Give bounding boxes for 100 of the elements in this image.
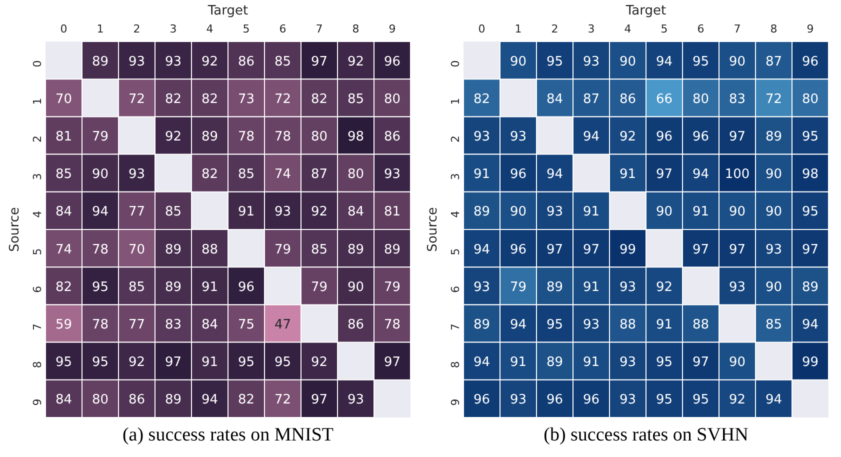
data-label: 85: [238, 167, 255, 182]
data-label: 80: [692, 92, 710, 107]
data-label: 90: [728, 54, 746, 70]
data-label: 79: [92, 130, 109, 144]
y-tick-label: 6: [31, 286, 44, 293]
data-label: 86: [128, 392, 146, 408]
data-label: 95: [802, 130, 819, 144]
data-label: 84: [55, 392, 72, 408]
data-label: 89: [546, 280, 564, 295]
data-label: 93: [765, 242, 782, 258]
data-label: 93: [128, 54, 146, 70]
data-label: 90: [347, 280, 364, 295]
data-label: 85: [128, 280, 146, 295]
data-label: 89: [164, 280, 182, 295]
x-tick-label: 4: [624, 22, 632, 36]
data-label: 93: [384, 167, 401, 182]
data-label: 93: [582, 54, 600, 70]
data-label: 78: [238, 130, 255, 144]
x-tick-label: 1: [514, 22, 522, 36]
data-label: 90: [765, 204, 782, 220]
data-label: 94: [473, 242, 490, 258]
x-tick-label: 9: [388, 22, 396, 36]
y-tick-label: 4: [449, 210, 462, 218]
data-label: 100: [724, 167, 750, 182]
data-label: 92: [310, 355, 328, 370]
data-label: 88: [201, 242, 218, 258]
data-label: 80: [384, 92, 401, 107]
data-label: 92: [128, 355, 146, 370]
data-label: 79: [384, 280, 401, 295]
data-label: 90: [92, 167, 109, 182]
data-label: 84: [201, 318, 218, 332]
data-label: 77: [128, 204, 146, 220]
data-label: 85: [55, 167, 72, 182]
x-tick-label: 2: [133, 22, 140, 36]
data-label: 85: [765, 318, 782, 332]
data-label: 96: [692, 130, 710, 144]
data-label: 90: [510, 204, 527, 220]
data-label: 87: [582, 92, 600, 107]
data-label: 74: [55, 242, 72, 258]
y-tick-label: 0: [449, 60, 462, 68]
data-label: 92: [619, 130, 636, 144]
data-label: 90: [765, 167, 782, 182]
x-tick-label: 9: [806, 22, 814, 36]
data-label: 94: [656, 54, 673, 70]
data-label: 70: [128, 242, 146, 258]
data-label: 72: [274, 92, 292, 107]
data-label: 86: [347, 318, 364, 332]
data-label: 94: [92, 204, 109, 220]
data-label: 91: [656, 318, 673, 332]
data-label: 90: [728, 204, 746, 220]
data-label: 97: [310, 392, 328, 408]
data-label: 91: [619, 167, 636, 182]
data-label: 97: [802, 242, 819, 258]
data-label: 97: [310, 54, 328, 70]
x-tick-label: 8: [770, 22, 778, 36]
data-label: 96: [510, 242, 527, 258]
data-label: 81: [384, 204, 401, 220]
data-label: 99: [802, 355, 819, 370]
data-label: 97: [692, 242, 710, 258]
data-label: 93: [728, 280, 746, 295]
x-tick-label: 3: [170, 22, 177, 36]
data-label: 91: [582, 280, 600, 295]
y-tick-label: 1: [449, 98, 462, 105]
data-label: 89: [164, 242, 182, 258]
x-tick-label: 7: [734, 22, 741, 36]
data-label: 59: [55, 318, 72, 332]
data-label: 89: [384, 242, 401, 258]
data-label: 72: [128, 92, 146, 107]
data-label: 94: [692, 167, 710, 182]
data-label: 79: [274, 242, 292, 258]
data-label: 78: [92, 318, 109, 332]
data-label: 95: [692, 54, 710, 70]
x-tick-label: 0: [478, 22, 486, 36]
data-label: 95: [55, 355, 72, 370]
data-label: 95: [802, 204, 819, 220]
data-label: 90: [765, 280, 782, 295]
data-label: 98: [802, 167, 819, 182]
x-tick-label: 0: [60, 22, 68, 36]
y-tick-label: 4: [31, 210, 44, 218]
data-label: 85: [274, 54, 292, 70]
data-label: 85: [164, 204, 182, 220]
data-label: 93: [582, 318, 600, 332]
data-label: 96: [384, 54, 401, 70]
y-axis-title: Source: [8, 207, 22, 252]
data-label: 89: [473, 318, 490, 332]
data-label: 79: [310, 280, 328, 295]
data-label: 81: [55, 130, 72, 144]
data-label: 88: [692, 318, 710, 332]
data-label: 90: [619, 54, 636, 70]
data-label: 83: [728, 92, 746, 107]
y-tick-label: 2: [449, 136, 462, 142]
data-label: 75: [238, 318, 255, 332]
y-tick-label: 1: [31, 98, 44, 105]
data-label: 87: [765, 54, 782, 70]
y-axis-title: Source: [426, 207, 440, 252]
x-tick-label: 5: [660, 22, 668, 36]
data-label: 80: [802, 92, 819, 107]
data-label: 92: [310, 204, 328, 220]
y-tick-label: 0: [31, 60, 44, 68]
data-label: 89: [765, 130, 782, 144]
